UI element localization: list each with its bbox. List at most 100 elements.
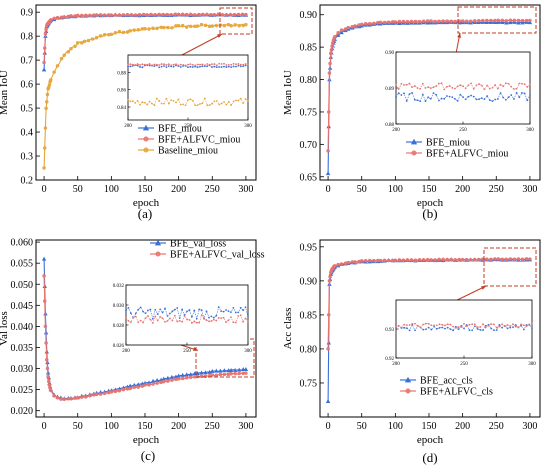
data-point [393, 258, 398, 263]
inset-data-point [449, 323, 452, 326]
inset-data-point [237, 311, 240, 314]
inset-data-point [206, 65, 209, 68]
x-tick-label: 0 [42, 184, 47, 195]
inset-data-point [183, 315, 186, 317]
y-tick-label: 0.6 [21, 80, 34, 91]
y-axis-label: Mean IoU [0, 70, 10, 115]
inset-data-point [146, 103, 149, 106]
data-point [137, 12, 142, 17]
data-point [368, 21, 372, 26]
data-point [44, 106, 48, 111]
inset-data-point [213, 100, 216, 103]
inset-data-point [160, 65, 163, 68]
inset-data-point [475, 98, 478, 101]
inset-data-point [143, 63, 146, 66]
data-point [59, 56, 64, 61]
y-tick-label: 0.85 [300, 310, 318, 321]
y-tick-label: 0.050 [11, 280, 34, 291]
data-point [209, 13, 213, 17]
inset-data-point [182, 64, 185, 66]
data-point [80, 13, 84, 18]
inset-data-point [512, 323, 514, 326]
data-point [339, 30, 344, 35]
data-point [339, 28, 344, 32]
inset-data-point [488, 99, 491, 101]
inset-data-point [529, 83, 531, 86]
inset-data-point [220, 63, 223, 65]
data-point [193, 13, 197, 17]
data-point [162, 25, 166, 30]
zoom-arrowhead [217, 34, 222, 38]
data-point [188, 12, 193, 17]
data-point [62, 15, 67, 19]
inset-data-point [467, 95, 470, 98]
inset-data-point [206, 63, 209, 65]
inset-data-point [476, 328, 479, 330]
data-point [180, 12, 185, 17]
inset-data-point [456, 85, 459, 88]
inset-data-point [416, 325, 419, 327]
data-point [55, 15, 60, 20]
data-point [504, 20, 509, 25]
inset-data-point [158, 64, 161, 66]
data-point [155, 26, 159, 31]
data-point [425, 258, 430, 262]
y-tick-label: 0.3 [21, 152, 34, 163]
inset-data-point [223, 65, 225, 68]
inset-data-point [187, 99, 189, 101]
data-point [47, 83, 52, 87]
y-tick-label: 0.75 [300, 107, 318, 118]
data-point [445, 19, 449, 23]
data-point [82, 39, 87, 44]
inset-data-point [484, 325, 487, 327]
data-point [199, 370, 204, 375]
inset-data-point [139, 103, 141, 106]
inset-data-point [179, 66, 182, 68]
data-point [516, 18, 521, 23]
data-point [125, 30, 130, 34]
data-point [125, 13, 130, 17]
data-point [117, 389, 122, 393]
data-point [378, 20, 383, 25]
data-point [132, 28, 136, 32]
inset-data-point [501, 326, 503, 329]
data-point [41, 67, 47, 72]
data-point [464, 257, 469, 262]
data-point [109, 13, 114, 17]
inset-data-point [531, 327, 533, 330]
inset-c: 200 250 300 0.026 0.028 0.030 0.032 [113, 284, 253, 354]
legend-marker [405, 388, 411, 394]
inset-data-point [460, 326, 463, 328]
inset-data-point [220, 310, 223, 313]
x-tick-label: 250 [489, 184, 504, 195]
panel-caption: (b) [422, 206, 437, 221]
data-point [176, 12, 181, 17]
inset-data-point [459, 84, 462, 87]
inset-data-point [421, 93, 424, 96]
data-point [489, 18, 493, 23]
inset-data-point [413, 98, 416, 101]
inset-data-point [416, 87, 419, 89]
data-point [229, 371, 233, 376]
inset-data-point [441, 323, 444, 326]
data-point [405, 19, 410, 24]
data-point [94, 35, 99, 40]
inset-data-point [137, 308, 140, 311]
data-point [500, 20, 505, 25]
data-point [372, 21, 376, 26]
inset-data-point [462, 85, 464, 87]
inset-data-point [234, 321, 237, 324]
inset-data-point [198, 308, 201, 311]
inset-data-point [427, 86, 430, 89]
data-point [327, 110, 331, 114]
data-point [524, 18, 529, 23]
inset-data-point [201, 65, 204, 68]
inset-data-point [443, 88, 446, 91]
inset-data-point [167, 102, 170, 105]
data-point [161, 12, 165, 17]
inset-data-point [148, 100, 151, 103]
inset-data-point [427, 326, 430, 329]
inset-data-point [247, 320, 249, 323]
data-point [222, 368, 227, 373]
inset-data-point [189, 65, 192, 68]
